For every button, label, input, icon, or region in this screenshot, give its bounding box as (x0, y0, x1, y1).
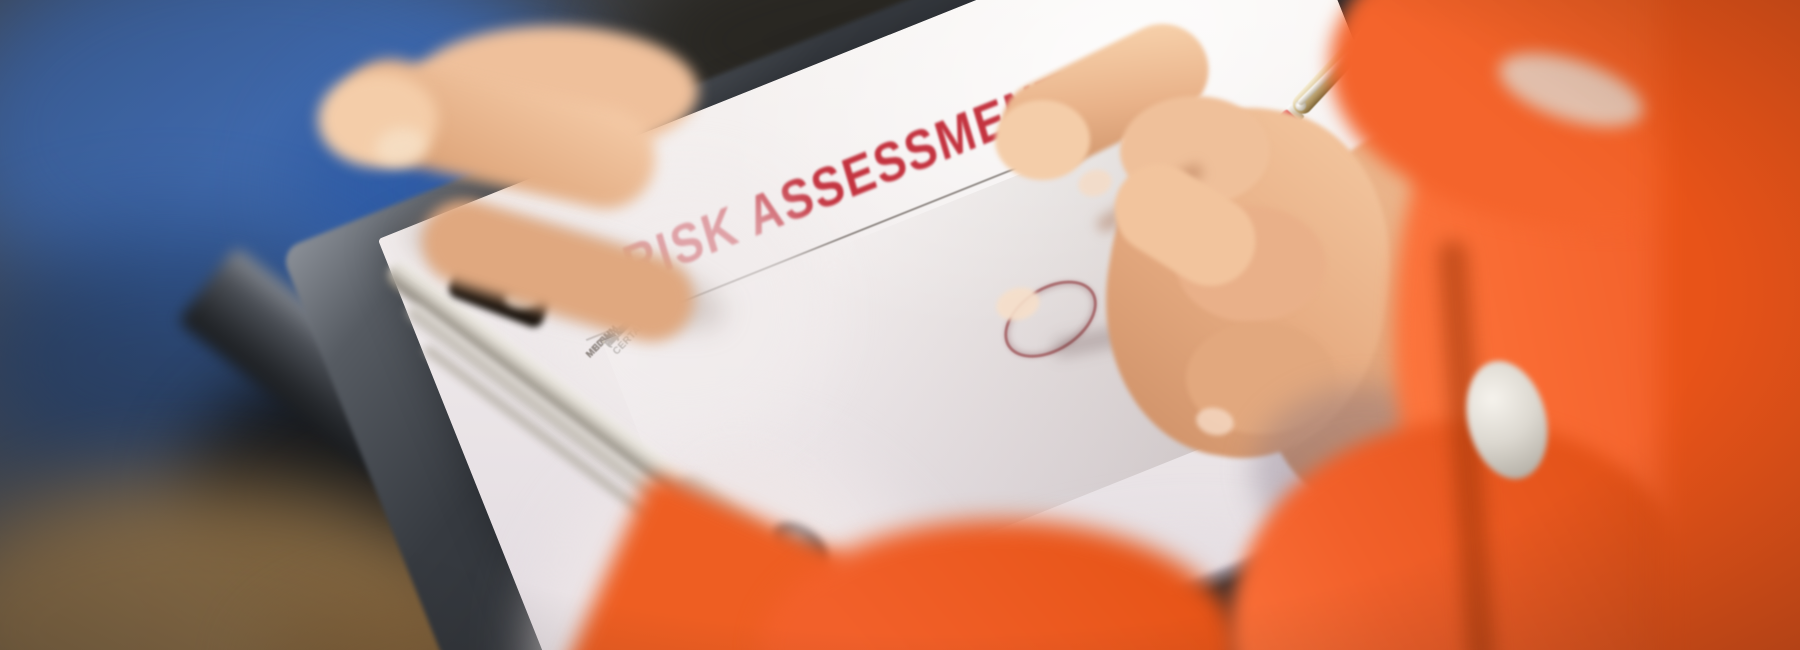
jacket-right-fill (1660, 0, 1800, 650)
right-index-fingertip (995, 100, 1090, 180)
